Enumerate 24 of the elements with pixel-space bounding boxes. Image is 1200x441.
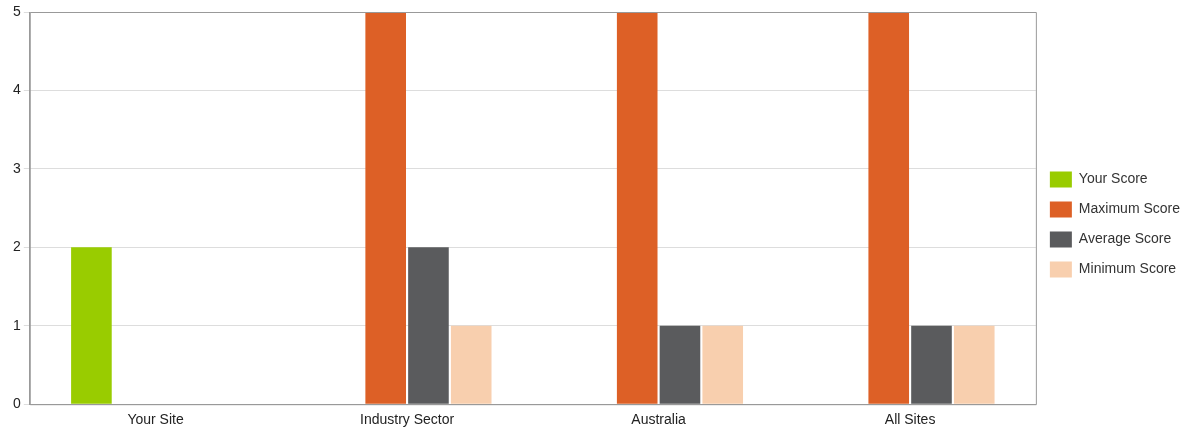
bar: [408, 247, 449, 404]
bar: [659, 325, 701, 404]
x-tick-label: Australia: [631, 411, 687, 428]
bar: [911, 325, 952, 404]
x-tick-label: All Sites: [884, 411, 936, 428]
bar: [616, 12, 658, 404]
bar: [365, 12, 406, 404]
x-tick-label: Your Site: [127, 411, 184, 428]
legend-label: Minimum Score: [1078, 260, 1177, 277]
bar: [702, 325, 744, 404]
y-tick-label: 5: [12, 2, 21, 19]
y-tick-label: 4: [12, 81, 21, 98]
y-tick-label: 3: [12, 159, 21, 176]
legend-label: Average Score: [1078, 230, 1172, 247]
x-tick-label: Industry Sector: [359, 411, 455, 428]
legend-label: Maximum Score: [1078, 200, 1181, 217]
y-tick-label: 0: [12, 395, 21, 412]
bar: [71, 247, 112, 404]
y-tick-label: 1: [12, 316, 21, 333]
bar: [868, 12, 910, 404]
y-tick-label: 2: [12, 238, 21, 255]
bar: [953, 325, 995, 404]
legend-label: Your Score: [1078, 170, 1148, 187]
bar: [450, 325, 492, 404]
